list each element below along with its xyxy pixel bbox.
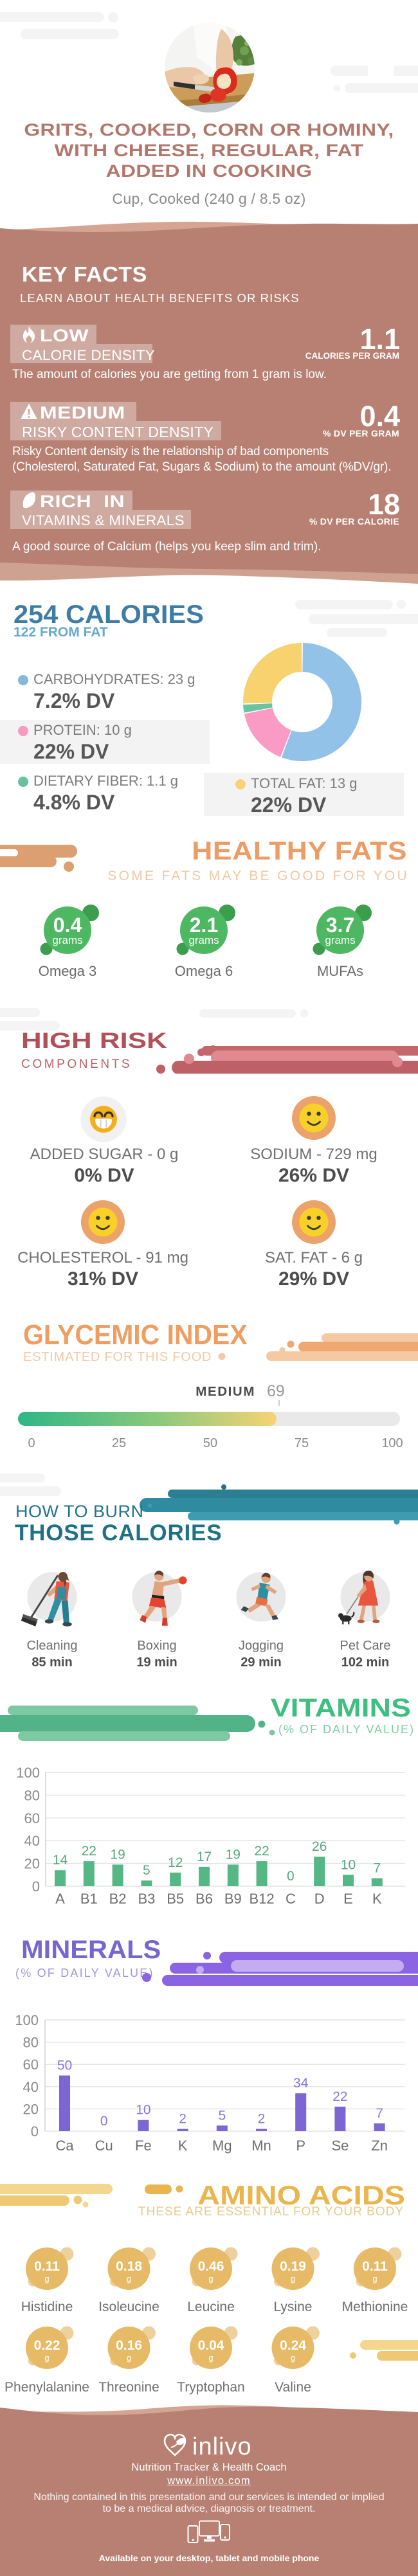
svg-text:60: 60 bbox=[24, 1810, 40, 1826]
svg-text:B12: B12 bbox=[250, 1891, 275, 1907]
svg-text:0.16: 0.16 bbox=[116, 2338, 142, 2353]
svg-text:Fe: Fe bbox=[135, 2138, 152, 2154]
svg-text:0: 0 bbox=[31, 2123, 39, 2139]
svg-text:17: 17 bbox=[197, 1850, 212, 1864]
svg-text:Histidine: Histidine bbox=[21, 2300, 73, 2314]
svg-text:0: 0 bbox=[287, 1869, 295, 1884]
svg-text:g: g bbox=[44, 2353, 49, 2363]
svg-text:K: K bbox=[372, 1891, 382, 1907]
svg-text:P: P bbox=[296, 2138, 305, 2154]
svg-text:g: g bbox=[208, 2353, 213, 2363]
svg-text:g: g bbox=[291, 2353, 295, 2363]
svg-text:Cu: Cu bbox=[95, 2138, 113, 2154]
svg-text:40: 40 bbox=[24, 1833, 40, 1849]
svg-text:14: 14 bbox=[53, 1853, 68, 1868]
svg-text:22: 22 bbox=[254, 1844, 269, 1859]
svg-text:7: 7 bbox=[373, 1861, 381, 1876]
svg-text:Mn: Mn bbox=[251, 2138, 271, 2154]
svg-text:Se: Se bbox=[331, 2138, 349, 2154]
svg-text:Mg: Mg bbox=[212, 2138, 232, 2154]
svg-text:B6: B6 bbox=[195, 1891, 213, 1907]
svg-text:0.04: 0.04 bbox=[198, 2338, 224, 2353]
svg-text:80: 80 bbox=[23, 2035, 39, 2051]
svg-text:Threonine: Threonine bbox=[98, 2380, 159, 2395]
svg-text:0.11: 0.11 bbox=[362, 2259, 388, 2274]
svg-text:0.11: 0.11 bbox=[34, 2259, 60, 2274]
svg-text:0.22: 0.22 bbox=[34, 2338, 60, 2353]
svg-text:B9: B9 bbox=[224, 1891, 242, 1907]
svg-text:22: 22 bbox=[332, 2089, 347, 2104]
svg-text:Isoleucine: Isoleucine bbox=[98, 2300, 159, 2314]
svg-text:0.46: 0.46 bbox=[198, 2259, 224, 2274]
svg-text:g: g bbox=[208, 2274, 213, 2283]
svg-text:Ca: Ca bbox=[55, 2138, 74, 2154]
svg-text:50: 50 bbox=[57, 2058, 72, 2073]
svg-text:20: 20 bbox=[24, 1856, 40, 1872]
svg-text:C: C bbox=[286, 1891, 296, 1907]
svg-text:60: 60 bbox=[23, 2057, 39, 2073]
svg-text:D: D bbox=[314, 1891, 325, 1907]
svg-text:A: A bbox=[55, 1891, 65, 1907]
svg-text:g: g bbox=[127, 2353, 131, 2363]
svg-text:20: 20 bbox=[23, 2101, 39, 2117]
svg-text:g: g bbox=[44, 2274, 49, 2283]
svg-text:26: 26 bbox=[312, 1839, 327, 1854]
svg-text:5: 5 bbox=[218, 2108, 226, 2123]
svg-text:g: g bbox=[291, 2274, 295, 2283]
svg-text:0.24: 0.24 bbox=[280, 2338, 306, 2353]
svg-text:Zn: Zn bbox=[371, 2138, 388, 2154]
svg-text:B2: B2 bbox=[109, 1891, 127, 1907]
svg-text:12: 12 bbox=[168, 1855, 183, 1870]
svg-text:19: 19 bbox=[226, 1847, 241, 1862]
svg-text:Lysine: Lysine bbox=[274, 2300, 313, 2314]
svg-text:Tryptophan: Tryptophan bbox=[177, 2380, 244, 2395]
svg-text:2: 2 bbox=[258, 2112, 266, 2127]
svg-text:100: 100 bbox=[15, 2012, 39, 2028]
svg-text:Valine: Valine bbox=[275, 2380, 311, 2395]
svg-text:Leucine: Leucine bbox=[187, 2300, 235, 2314]
svg-text:K: K bbox=[178, 2138, 188, 2154]
svg-text:40: 40 bbox=[23, 2079, 39, 2095]
svg-text:100: 100 bbox=[16, 1765, 40, 1781]
svg-text:34: 34 bbox=[293, 2076, 309, 2091]
svg-text:E: E bbox=[343, 1891, 353, 1907]
svg-text:Phenylalanine: Phenylalanine bbox=[5, 2380, 89, 2395]
svg-text:g: g bbox=[372, 2274, 377, 2283]
svg-text:B1: B1 bbox=[80, 1891, 98, 1907]
svg-text:0: 0 bbox=[32, 1878, 40, 1895]
svg-text:B5: B5 bbox=[167, 1891, 184, 1907]
svg-text:10: 10 bbox=[136, 2103, 150, 2118]
svg-text:0.19: 0.19 bbox=[280, 2259, 306, 2274]
svg-text:2: 2 bbox=[179, 2112, 186, 2127]
svg-text:0.18: 0.18 bbox=[116, 2259, 142, 2274]
svg-text:10: 10 bbox=[341, 1857, 356, 1872]
svg-text:7: 7 bbox=[376, 2106, 383, 2121]
svg-text:80: 80 bbox=[24, 1787, 40, 1803]
svg-text:Methionine: Methionine bbox=[342, 2300, 408, 2314]
svg-text:22: 22 bbox=[82, 1844, 96, 1859]
svg-text:0: 0 bbox=[100, 2114, 108, 2129]
svg-text:5: 5 bbox=[143, 1863, 150, 1878]
svg-text:B3: B3 bbox=[138, 1891, 155, 1907]
svg-text:19: 19 bbox=[110, 1847, 125, 1862]
svg-text:g: g bbox=[127, 2274, 131, 2283]
